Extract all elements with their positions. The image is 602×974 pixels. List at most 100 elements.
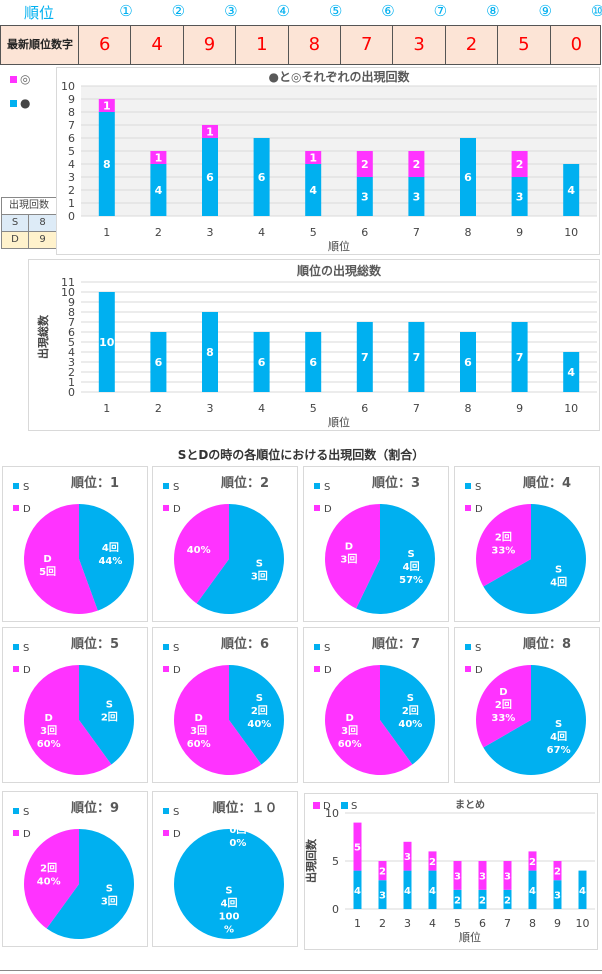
bar-segment [253, 138, 270, 216]
pie-slice-label: 4回 44% [98, 542, 122, 567]
legend-label-d: D [324, 504, 332, 515]
bar-segment [460, 138, 476, 216]
legend-label-s: S [475, 482, 481, 493]
legend-swatch-d [314, 666, 320, 672]
rank-symbol-8: ⑧ [486, 2, 500, 20]
legend-label-s: S [23, 807, 29, 818]
bar-value-label: 2 [554, 867, 561, 878]
y-tick-label: 5 [68, 336, 75, 349]
legend-swatch-s [13, 808, 19, 814]
legend-swatch-d [314, 505, 320, 511]
bar-segment [511, 177, 528, 216]
y-tick-label: 1 [68, 376, 75, 389]
bar-segment [428, 870, 437, 909]
y-tick-label: 0 [332, 903, 339, 916]
legend-label-d: D [23, 829, 31, 840]
y-tick-label: 7 [68, 316, 75, 329]
x-tick-label: 6 [361, 402, 368, 415]
legend-swatch-blue [10, 99, 17, 107]
x-tick-label: 4 [258, 402, 265, 415]
y-tick-label: 10 [325, 807, 339, 820]
bar-segment [408, 322, 425, 392]
latest-digit-7: 3 [392, 26, 444, 64]
legend-swatch-s [465, 483, 471, 489]
bar-value-label: 3 [361, 191, 369, 204]
bar-segment [528, 851, 537, 871]
legend-swatch-s [314, 644, 320, 650]
legend-label-d: D [324, 665, 332, 676]
rank-symbol-10: ⑩ [590, 2, 602, 20]
x-tick-label: 1 [354, 917, 361, 930]
bar-value-label: 7 [516, 351, 524, 364]
latest-digit-10: 0 [549, 26, 602, 64]
pie-title: 順位：6 [221, 636, 269, 652]
bar-value-label: 2 [479, 895, 486, 906]
bar-value-label: 6 [258, 356, 266, 369]
x-tick-label: 7 [413, 402, 420, 415]
side-table: 出現回数 S 8 D 9 [1, 197, 57, 249]
bar-value-label: 6 [309, 356, 317, 369]
bar-value-label: 3 [379, 891, 386, 902]
pie-slice-s [46, 829, 134, 939]
bar-value-label: 1 [103, 100, 111, 113]
chart-title: まとめ [455, 799, 485, 811]
bar-value-label: 4 [309, 184, 317, 197]
pie-slice-label: S 3回 [251, 558, 268, 582]
y-tick-label: 9 [68, 296, 75, 309]
pie-slice-label: S 2回 40% [247, 693, 271, 730]
pie-slice-label: S 2回 [101, 700, 118, 724]
x-tick-label: 5 [454, 917, 461, 930]
pie-slice-d [23, 829, 79, 929]
pie-title: 順位：9 [71, 800, 119, 816]
latest-digit-1: 6 [78, 26, 130, 64]
pie-svg: 順位：5 SD S 2回 D 3回 60% [13, 636, 134, 775]
bar-value-label: 8 [103, 158, 111, 171]
pie-svg: 順位：3 SD S 4回 57% D 3回 [314, 475, 435, 614]
pie-slice-s [174, 829, 284, 939]
bar-value-label: 3 [554, 891, 561, 902]
pie-slice-label: S 3回 [101, 883, 118, 907]
x-tick-label: 10 [564, 402, 578, 415]
bar-value-label: 3 [404, 852, 411, 863]
x-tick-label: 3 [404, 917, 411, 930]
x-tick-label: 10 [564, 226, 578, 239]
bar-value-label: 4 [429, 886, 436, 897]
bar-segment [478, 861, 487, 890]
pie-svg: 順位：4 SD S 4回 2回 33% [465, 475, 586, 614]
legend-label-d: D [323, 801, 331, 812]
y-tick-label: 2 [68, 184, 75, 197]
legend-swatch-d [313, 802, 320, 809]
chart1-svg: 0123456789101812413614654163273286932104… [38, 69, 597, 253]
legend-label-d: D [475, 665, 483, 676]
legend-swatch-d [13, 505, 19, 511]
bar-segment [202, 138, 218, 216]
y-tick-label: 1 [68, 197, 75, 210]
pie-slice-label: S 4回 100% [219, 885, 240, 935]
legend-label-s: S [475, 643, 481, 654]
latest-digit-8: 2 [444, 26, 497, 64]
pie-title: 順位：4 [523, 475, 571, 491]
legend-label-d: D [23, 504, 31, 515]
x-tick-label: 2 [155, 402, 162, 415]
rank-header-label: 順位 [23, 4, 54, 22]
legend-label-d: D [173, 829, 181, 840]
bar-value-label: 4 [354, 886, 361, 897]
bar-value-label: 8 [206, 346, 214, 359]
legend-label-dot: ● [20, 96, 31, 110]
summary-panel: D S 0 5 10 1 4 5 2 3 2 3 4 3 4 4 2 5 2 3 6 2 3 7 2 3 8 4 2 9 3 2 10 4 まとめ順… [304, 793, 598, 950]
pie-svg: 順位：8 SD S 4回 67% D 2回 33% [465, 636, 586, 775]
pie-slice-s [356, 504, 435, 614]
bar-segment [511, 151, 528, 177]
legend-label-s: S [173, 482, 179, 493]
pie-panel-10: 順位：１０ S D S 4回 100% 0回 0% [152, 791, 298, 947]
x-tick-label: 1 [103, 402, 110, 415]
y-tick-label: 3 [68, 356, 75, 369]
pie-svg: 順位：2 SD S 3回 40% [163, 475, 284, 614]
chart1-legend: ◎ ● [10, 70, 50, 118]
y-tick-label: 8 [68, 106, 75, 119]
bar-segment [453, 861, 462, 890]
y-tick-label: 8 [68, 306, 75, 319]
rank-symbol-6: ⑥ [381, 2, 395, 20]
x-tick-label: 2 [379, 917, 386, 930]
pie-panel-9: 順位：9 S D S 3回 2回 40% [2, 791, 148, 947]
